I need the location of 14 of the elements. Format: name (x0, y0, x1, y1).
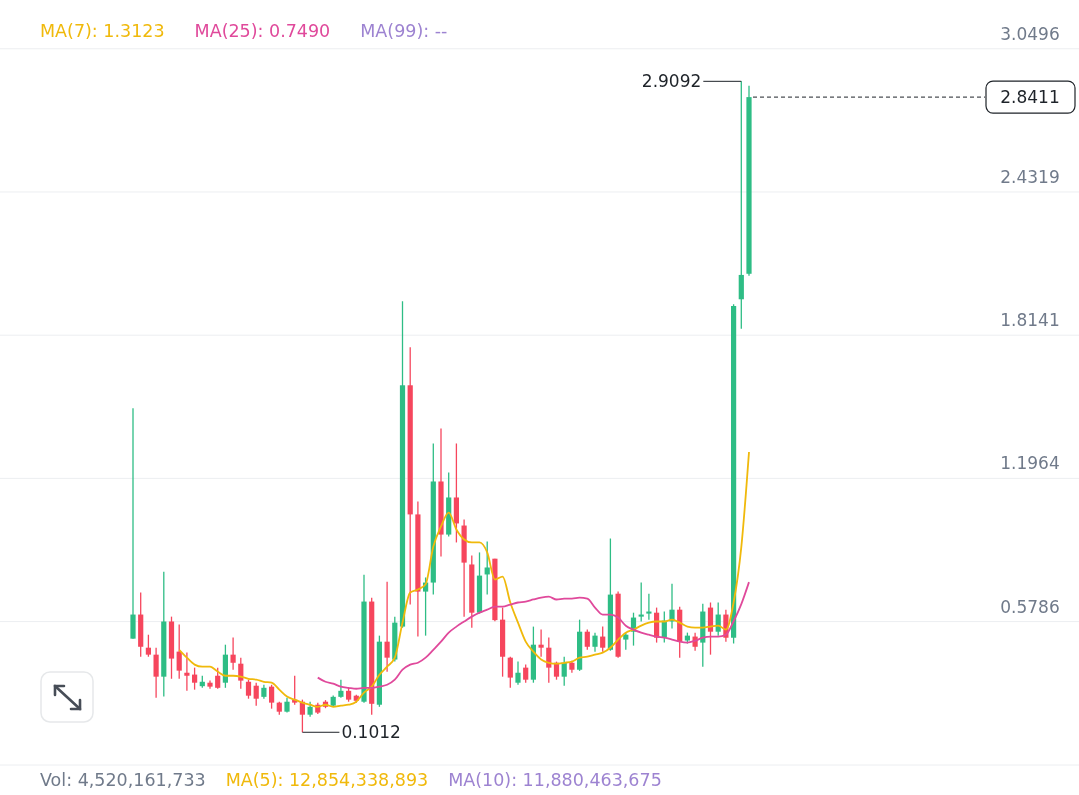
y-tick-label: 1.8141 (1000, 310, 1060, 331)
text: MA(7): 1.3123 (40, 21, 165, 41)
y-tick-label: 1.1964 (1000, 453, 1060, 474)
text: MA(25): 0.7490 (194, 21, 331, 41)
text: MA(5): 12,854,338,893 (225, 770, 429, 790)
annotation: MA(99): -- (360, 21, 448, 41)
annotation: 2.9092 (641, 71, 702, 92)
text: MA(10): 11,880,463,675 (448, 770, 662, 790)
ref-line-label: 2.8411 (1000, 87, 1060, 108)
annotation: 0.1012 (341, 722, 401, 743)
y-tick-label: 3.0496 (1000, 23, 1060, 44)
y-tick-label: 2.4319 (1000, 166, 1060, 187)
text: Vol: 4,520,161,733 (40, 770, 206, 790)
y-tick-label: 0.5786 (1000, 596, 1060, 617)
